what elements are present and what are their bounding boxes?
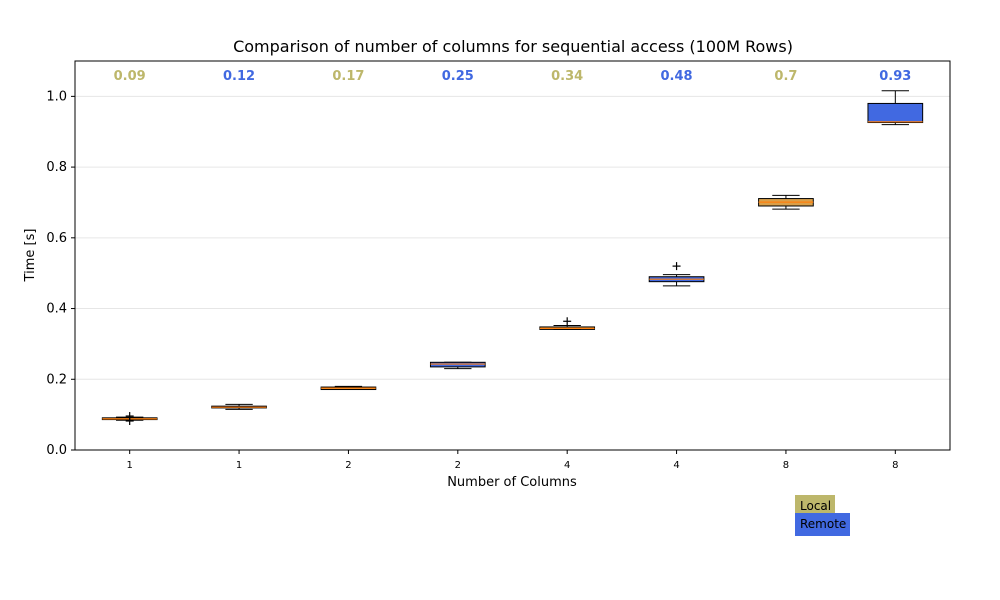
median-value-label: 0.09: [114, 69, 146, 84]
median-value-label: 0.12: [223, 69, 255, 84]
legend-swatch-local: [795, 495, 835, 518]
grid-lines: [75, 95, 950, 451]
x-tick-label: 2: [455, 460, 461, 471]
x-axis: 1 1 2 2 4 4 8 8: [127, 450, 899, 471]
box-remote: [648, 262, 705, 287]
box-local: [539, 317, 596, 330]
x-tick-label: 2: [345, 460, 351, 471]
x-axis-label: Number of Columns: [447, 475, 577, 490]
median-labels: 0.09 0.12 0.17 0.25 0.34 0.48 0.7 0.93: [114, 69, 912, 84]
box-local: [320, 385, 377, 391]
y-tick-label: 1.0: [46, 89, 67, 104]
median-value-label: 0.34: [551, 69, 583, 84]
box-remote: [211, 403, 267, 410]
x-tick-label: 4: [673, 460, 679, 471]
legend-label-remote: Remote: [800, 517, 846, 531]
x-tick-label: 8: [783, 460, 789, 471]
median-value-label: 0.25: [442, 69, 474, 84]
median-value-label: 0.7: [774, 69, 797, 84]
y-tick-label: 0.2: [46, 372, 67, 387]
y-axis-label: Time [s]: [23, 229, 38, 283]
x-tick-label: 8: [892, 460, 898, 471]
y-axis: 0.0 0.2 0.4 0.6 0.8 1.0: [46, 89, 75, 458]
box-remote: [429, 361, 486, 370]
x-tick-label: 1: [127, 460, 133, 471]
legend-label-local: Local: [800, 499, 831, 513]
median-value-label: 0.48: [661, 69, 693, 84]
median-value-label: 0.93: [879, 69, 911, 84]
chart-title: Comparison of number of columns for sequ…: [233, 37, 793, 56]
y-tick-label: 0.0: [46, 443, 67, 458]
y-tick-label: 0.4: [46, 302, 67, 317]
x-tick-label: 4: [564, 460, 570, 471]
box-body: [867, 102, 924, 124]
box-plots: [101, 90, 924, 426]
legend: Local Remote: [795, 495, 850, 536]
box-local: [758, 194, 814, 210]
y-tick-label: 0.8: [46, 160, 67, 175]
x-tick-label: 1: [236, 460, 242, 471]
box-local: [101, 412, 158, 426]
box-remote: [867, 90, 924, 126]
legend-swatch-remote: [795, 513, 850, 536]
plot-frame: [74, 60, 951, 451]
median-value-label: 0.17: [332, 69, 364, 84]
y-tick-label: 0.6: [46, 231, 67, 246]
